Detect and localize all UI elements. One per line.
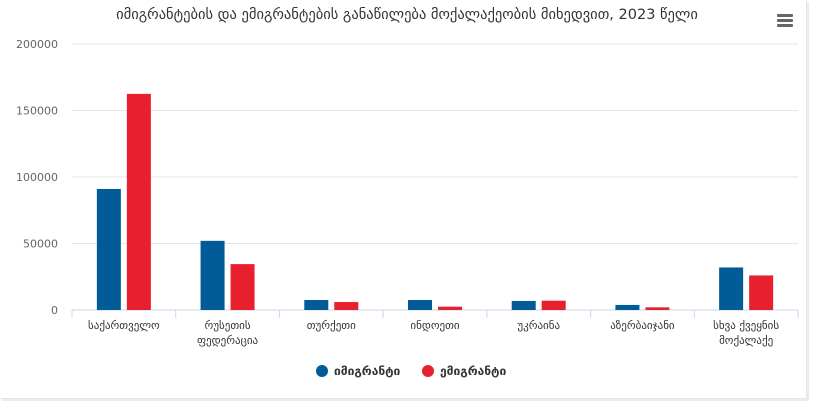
bar-immigrant xyxy=(96,188,121,310)
legend-marker xyxy=(422,365,434,377)
bar-emigrant xyxy=(541,300,566,310)
hamburger-menu-icon[interactable] xyxy=(777,14,793,28)
x-tick-label: აზერბაიჯანი xyxy=(610,319,675,332)
y-tick-label: 200000 xyxy=(16,38,58,51)
x-tick-label: ინდოეთი xyxy=(410,319,459,332)
legend-marker xyxy=(316,365,328,377)
x-tick-label: სხვა ქვეყნის xyxy=(713,319,779,332)
y-tick-label: 150000 xyxy=(16,105,58,118)
bar-emigrant xyxy=(230,264,255,310)
bar-emigrant xyxy=(334,302,359,310)
bar-emigrant xyxy=(126,93,151,310)
x-tick-label: მოქალაქე xyxy=(719,334,773,347)
y-tick-label: 100000 xyxy=(16,171,58,184)
bar-immigrant xyxy=(615,304,640,310)
x-tick-label: უკრაინა xyxy=(517,319,560,332)
bar-immigrant xyxy=(200,240,225,310)
legend-label: ემიგრანტი xyxy=(440,364,506,378)
x-tick-label: რუსეთის xyxy=(205,319,251,332)
x-tick-label: ფედერაცია xyxy=(197,334,259,347)
bar-immigrant xyxy=(304,300,329,310)
bar-emigrant xyxy=(645,307,670,310)
bar-emigrant xyxy=(749,275,774,310)
bar-emigrant xyxy=(438,306,462,310)
y-tick-label: 0 xyxy=(51,304,58,317)
bar-immigrant xyxy=(719,267,744,310)
chart-title: იმიგრანტების და ემიგრანტების განაწილება … xyxy=(116,7,698,23)
legend-label: იმიგრანტი xyxy=(334,364,401,378)
x-tick-label: საქართველო xyxy=(88,319,160,332)
bar-immigrant xyxy=(408,300,432,310)
x-tick-label: თურქეთი xyxy=(307,319,356,332)
y-tick-label: 50000 xyxy=(23,238,58,251)
bar-immigrant xyxy=(511,300,536,310)
